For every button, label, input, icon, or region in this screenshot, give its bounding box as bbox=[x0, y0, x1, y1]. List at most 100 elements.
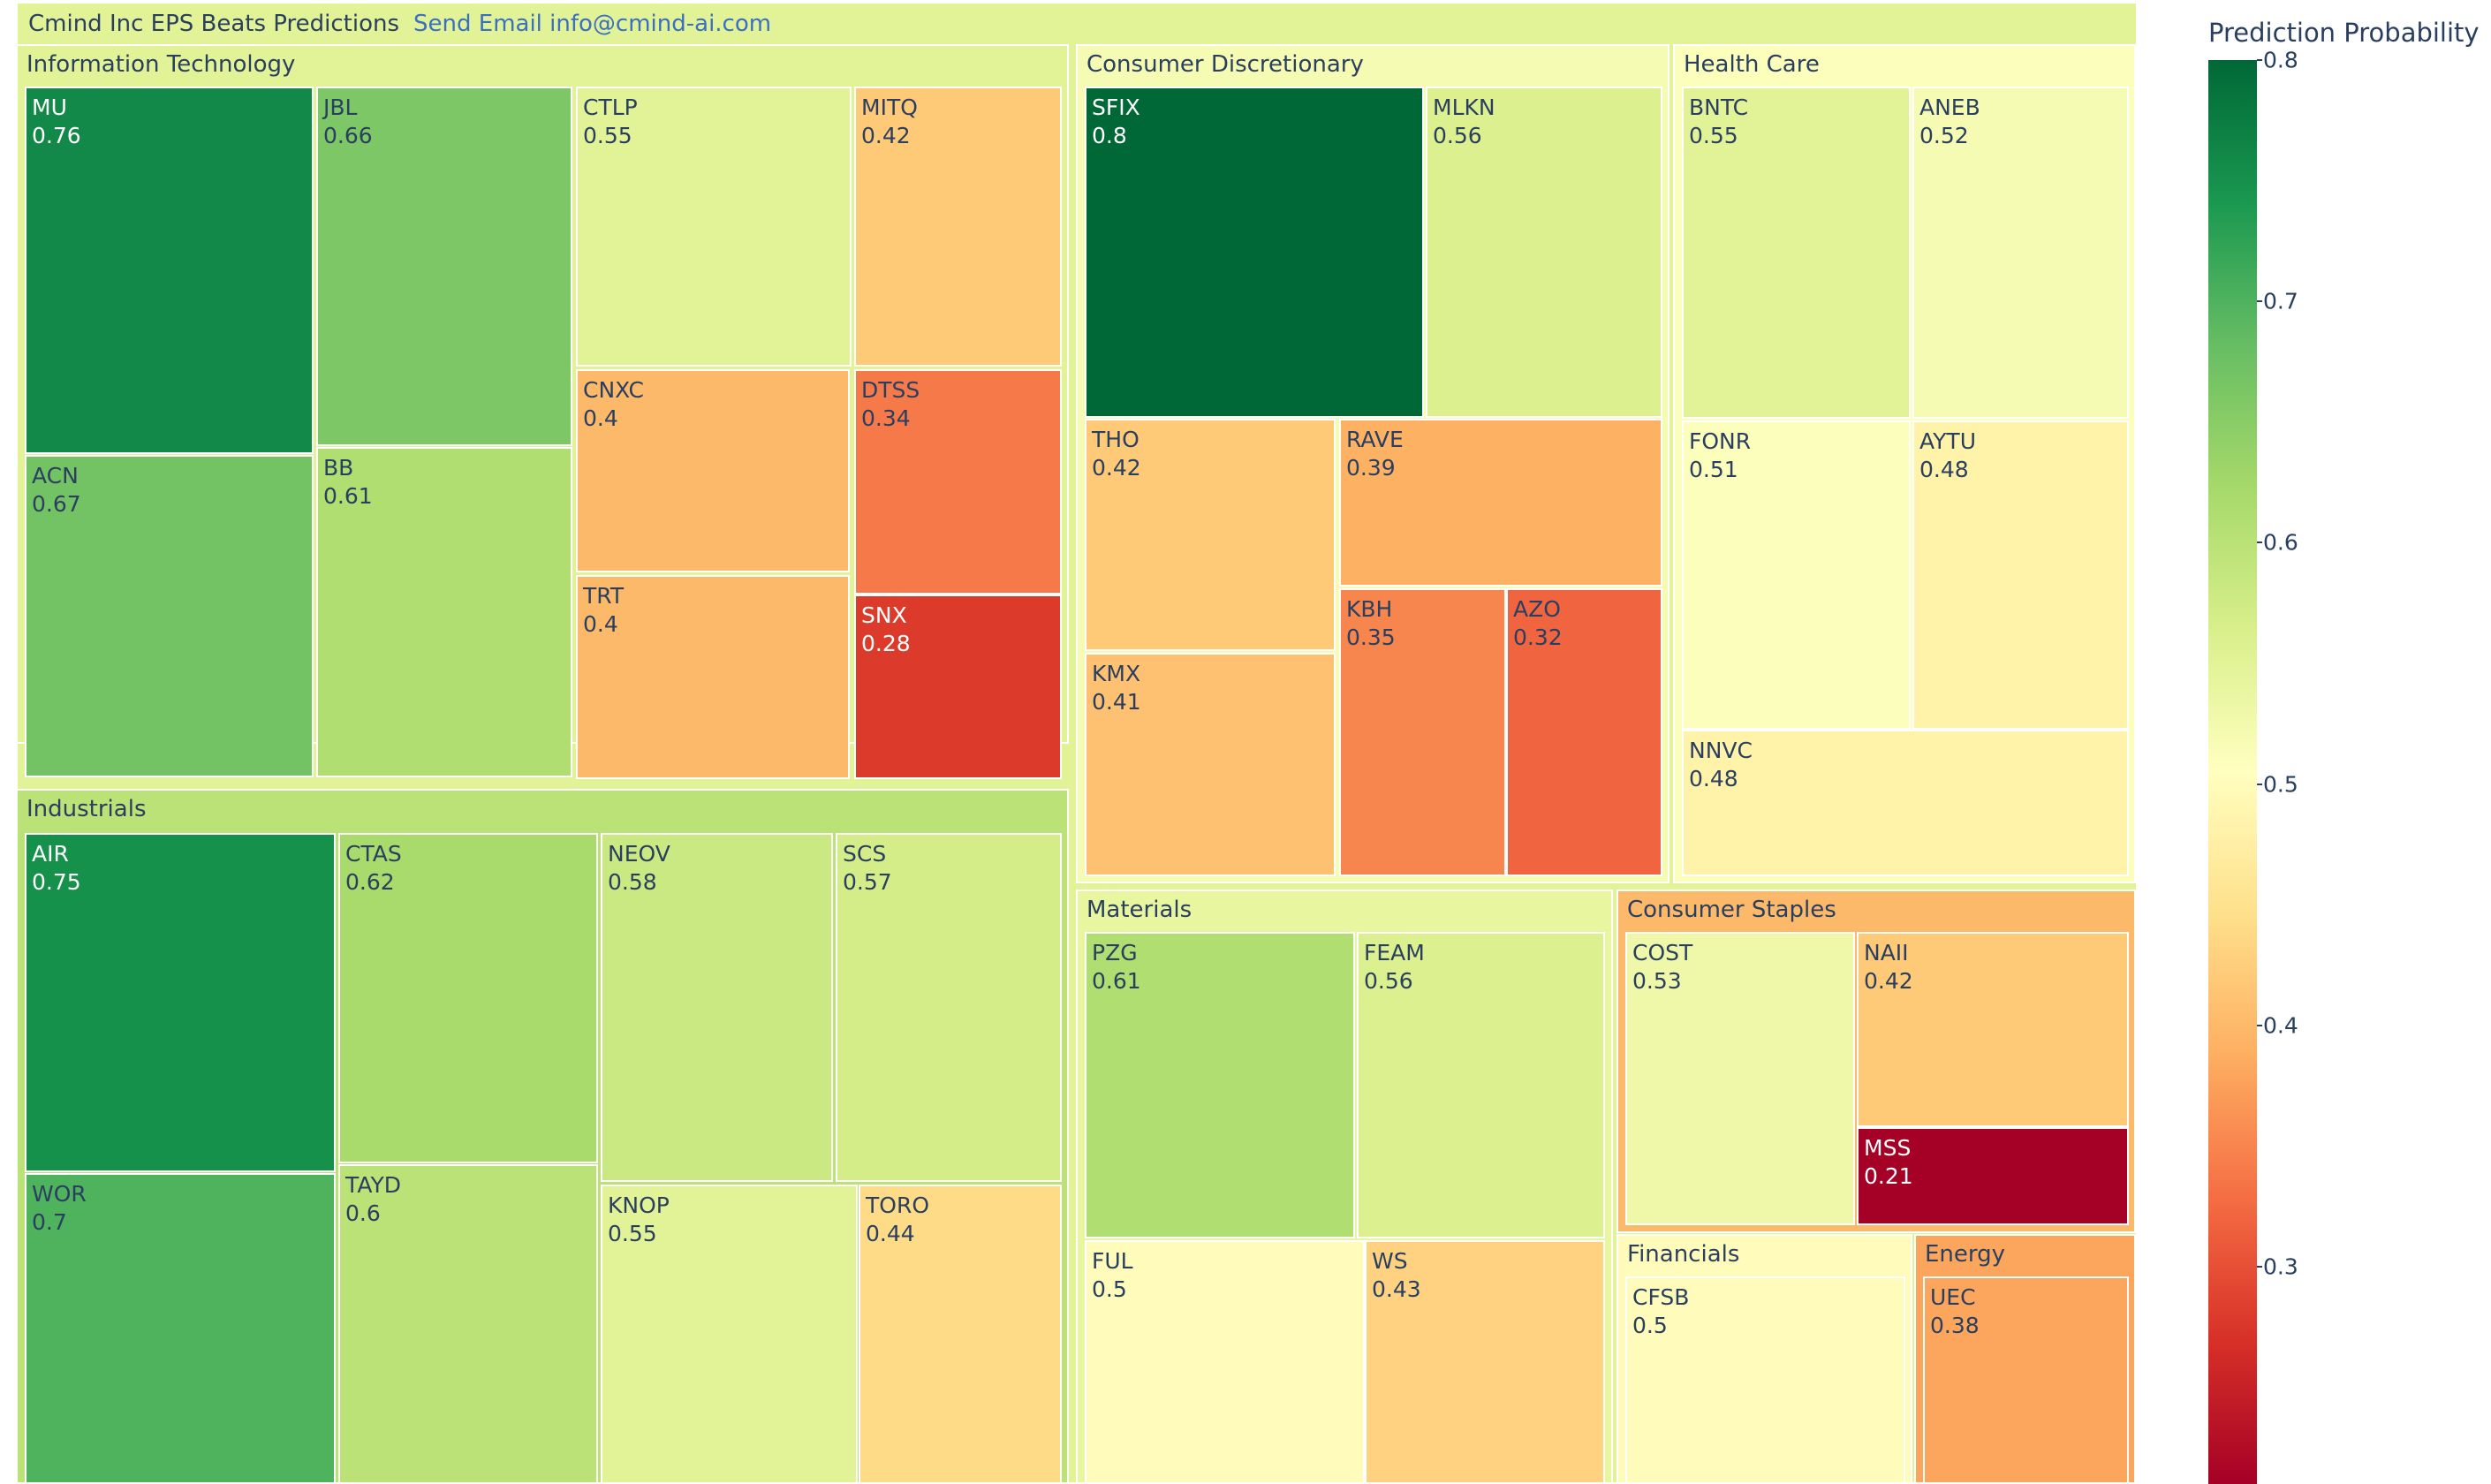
tile-tayd[interactable]: TAYD 0.6 bbox=[338, 1164, 598, 1484]
tile-value: 0.51 bbox=[1689, 457, 1738, 482]
tile-fonr[interactable]: FONR 0.51 bbox=[1682, 420, 1911, 730]
tile-neov[interactable]: NEOV 0.58 bbox=[601, 833, 833, 1182]
tile-ticker: THO bbox=[1092, 427, 1140, 452]
tile-value: 0.55 bbox=[608, 1221, 657, 1246]
tile-value: 0.48 bbox=[1919, 457, 1969, 482]
tile-value: 0.53 bbox=[1632, 968, 1682, 994]
tile-dtss[interactable]: DTSS 0.34 bbox=[854, 369, 1062, 594]
tile-rave[interactable]: RAVE 0.39 bbox=[1339, 419, 1662, 587]
tile-naii[interactable]: NAII 0.42 bbox=[1857, 932, 2129, 1127]
colorbar-tick-mark bbox=[2257, 1024, 2262, 1026]
tile-ticker: FUL bbox=[1092, 1248, 1133, 1274]
tile-ticker: NNVC bbox=[1689, 738, 1753, 763]
tile-jbl[interactable]: JBL 0.66 bbox=[316, 87, 572, 446]
tile-ticker: UEC bbox=[1930, 1284, 1976, 1310]
tile-value: 0.28 bbox=[861, 631, 911, 656]
tile-bb[interactable]: BB 0.61 bbox=[316, 447, 572, 777]
tile-label: FEAM 0.56 bbox=[1364, 939, 1425, 996]
tile-cnxc[interactable]: CNXC 0.4 bbox=[576, 369, 850, 572]
colorbar-tick-label: 0.5 bbox=[2263, 771, 2298, 798]
tile-value: 0.56 bbox=[1433, 123, 1482, 148]
tile-label: KBH 0.35 bbox=[1346, 595, 1396, 652]
tile-label: ANEB 0.52 bbox=[1919, 94, 1980, 150]
tile-azo[interactable]: AZO 0.32 bbox=[1506, 588, 1662, 876]
tile-label: TRT 0.4 bbox=[583, 582, 624, 639]
tile-value: 0.75 bbox=[32, 869, 81, 895]
tile-ctlp[interactable]: CTLP 0.55 bbox=[576, 87, 852, 367]
tile-label: TAYD 0.6 bbox=[345, 1171, 401, 1228]
tile-value: 0.55 bbox=[583, 123, 632, 148]
tile-value: 0.4 bbox=[583, 611, 618, 637]
tile-cfsb[interactable]: CFSB 0.5 bbox=[1625, 1276, 1905, 1484]
tile-toro[interactable]: TORO 0.44 bbox=[859, 1185, 1062, 1484]
colorbar-title: Prediction Probability bbox=[2208, 18, 2480, 48]
tile-label: AYTU 0.48 bbox=[1919, 428, 1976, 484]
tile-ticker: COST bbox=[1632, 940, 1693, 965]
tile-value: 0.52 bbox=[1919, 123, 1969, 148]
tile-label: RAVE 0.39 bbox=[1346, 426, 1404, 482]
tile-value: 0.35 bbox=[1346, 625, 1396, 650]
tile-scs[interactable]: SCS 0.57 bbox=[836, 833, 1062, 1182]
tile-ctas[interactable]: CTAS 0.62 bbox=[338, 833, 598, 1163]
tile-uec[interactable]: UEC 0.38 bbox=[1923, 1276, 2129, 1484]
tile-label: NAII 0.42 bbox=[1864, 939, 1913, 996]
sector-label: Consumer Discretionary bbox=[1086, 51, 1364, 78]
tile-ticker: KNOP bbox=[608, 1192, 670, 1218]
tile-air[interactable]: AIR 0.75 bbox=[25, 833, 336, 1172]
tile-pzg[interactable]: PZG 0.61 bbox=[1085, 932, 1355, 1238]
tile-ticker: MLKN bbox=[1433, 95, 1495, 120]
tile-trt[interactable]: TRT 0.4 bbox=[576, 575, 850, 779]
tile-value: 0.7 bbox=[32, 1209, 67, 1235]
tile-mu[interactable]: MU 0.76 bbox=[25, 87, 314, 454]
tile-sfix[interactable]: SFIX 0.8 bbox=[1085, 87, 1424, 418]
sector-label: Financials bbox=[1627, 1241, 1740, 1268]
tile-ticker: MSS bbox=[1864, 1135, 1912, 1161]
tile-label: UEC 0.38 bbox=[1930, 1283, 1980, 1340]
tile-snx[interactable]: SNX 0.28 bbox=[854, 594, 1062, 779]
sector-label: Consumer Staples bbox=[1627, 897, 1836, 923]
tile-nnvc[interactable]: NNVC 0.48 bbox=[1682, 730, 2129, 876]
colorbar-tick-mark bbox=[2257, 783, 2262, 785]
email-link[interactable]: Send Email info@cmind-ai.com bbox=[413, 11, 772, 37]
tile-wor[interactable]: WOR 0.7 bbox=[25, 1173, 336, 1484]
tile-ticker: WOR bbox=[32, 1181, 87, 1207]
tile-label: BNTC 0.55 bbox=[1689, 94, 1748, 150]
tile-kbh[interactable]: KBH 0.35 bbox=[1339, 588, 1506, 876]
tile-ticker: SFIX bbox=[1092, 95, 1140, 120]
tile-ticker: RAVE bbox=[1346, 427, 1404, 452]
tile-ticker: KBH bbox=[1346, 596, 1393, 622]
tile-label: THO 0.42 bbox=[1092, 426, 1141, 482]
tile-ful[interactable]: FUL 0.5 bbox=[1085, 1240, 1365, 1484]
colorbar-tick-label: 0.7 bbox=[2263, 288, 2298, 314]
tile-ws[interactable]: WS 0.43 bbox=[1365, 1240, 1605, 1484]
tile-mitq[interactable]: MITQ 0.42 bbox=[854, 87, 1062, 367]
tile-aytu[interactable]: AYTU 0.48 bbox=[1912, 420, 2129, 730]
tile-kmx[interactable]: KMX 0.41 bbox=[1085, 653, 1336, 876]
tile-value: 0.48 bbox=[1689, 766, 1738, 791]
tile-acn[interactable]: ACN 0.67 bbox=[25, 455, 314, 777]
tile-label: CNXC 0.4 bbox=[583, 376, 644, 433]
tile-ticker: NAII bbox=[1864, 940, 1909, 965]
tile-ticker: SNX bbox=[861, 602, 907, 628]
tile-value: 0.55 bbox=[1689, 123, 1738, 148]
tile-label: WOR 0.7 bbox=[32, 1180, 87, 1237]
tile-bntc[interactable]: BNTC 0.55 bbox=[1682, 87, 1911, 419]
tile-cost[interactable]: COST 0.53 bbox=[1625, 932, 1855, 1225]
tile-label: WS 0.43 bbox=[1372, 1247, 1421, 1304]
tile-label: COST 0.53 bbox=[1632, 939, 1692, 996]
tile-knop[interactable]: KNOP 0.55 bbox=[601, 1185, 858, 1484]
tile-mlkn[interactable]: MLKN 0.56 bbox=[1426, 87, 1662, 418]
tile-tho[interactable]: THO 0.42 bbox=[1085, 419, 1336, 651]
colorbar: Prediction Probability 0.8 0.7 0.6 0.5 0.4 0.… bbox=[2208, 0, 2491, 1484]
tile-value: 0.38 bbox=[1930, 1313, 1980, 1338]
tile-ticker: FONR bbox=[1689, 428, 1752, 454]
tile-label: MLKN 0.56 bbox=[1433, 94, 1495, 150]
tile-ticker: BB bbox=[323, 455, 354, 481]
tile-label: KNOP 0.55 bbox=[608, 1192, 670, 1248]
colorbar-tick-mark bbox=[2257, 300, 2262, 303]
tile-mss[interactable]: MSS 0.21 bbox=[1857, 1127, 2129, 1225]
tile-feam[interactable]: FEAM 0.56 bbox=[1357, 932, 1605, 1238]
tile-aneb[interactable]: ANEB 0.52 bbox=[1912, 87, 2129, 419]
tile-ticker: AYTU bbox=[1919, 428, 1977, 454]
